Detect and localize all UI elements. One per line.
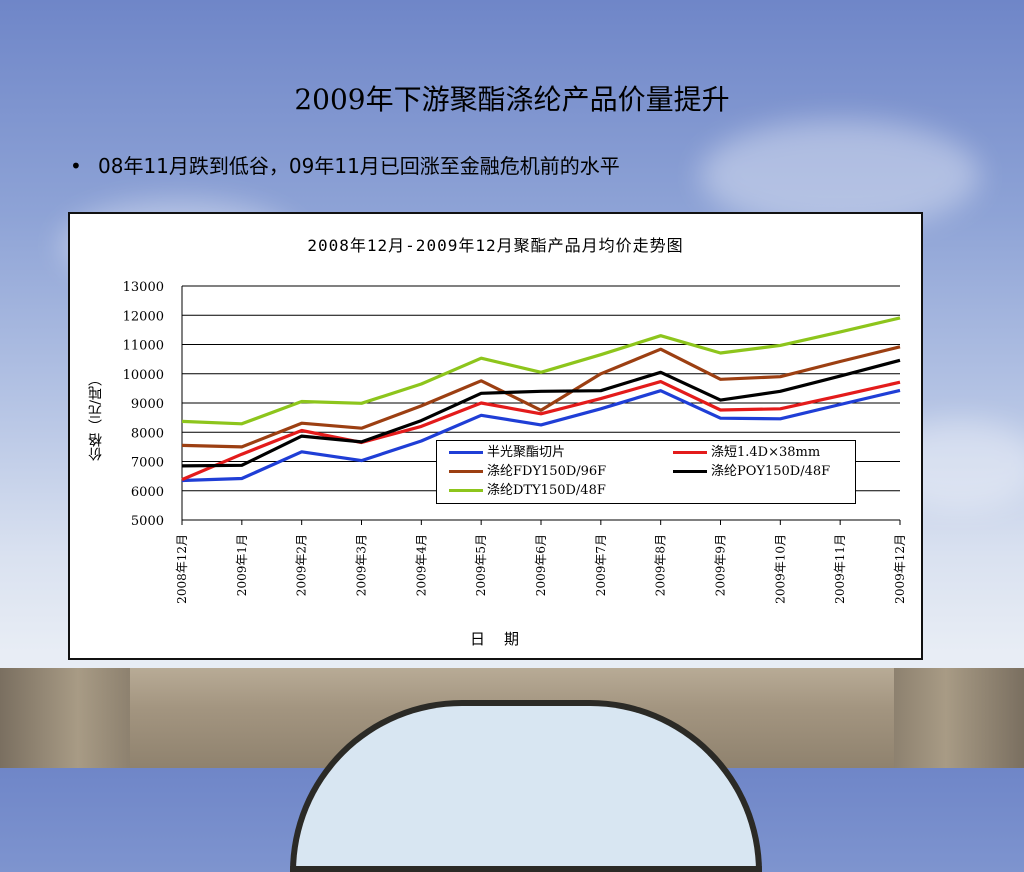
bullet-marker: • xyxy=(70,154,82,178)
bullet-text: 08年11月跌到低谷，09年11月已回涨至金融危机前的水平 xyxy=(98,154,620,178)
chart-legend: 半光聚酯切片 涤短1.4D×38mm 涤纶FDY150D/96F 涤纶POY150D/… xyxy=(436,440,856,504)
slide-title: 2009年下游聚酯涤纶产品价量提升 xyxy=(294,83,730,116)
legend-swatch xyxy=(673,451,707,454)
x-tick-label: 2008年12月 xyxy=(175,534,189,604)
y-tick-label: 5000 xyxy=(131,514,164,529)
bullet-item: • 08年11月跌到低谷，09年11月已回涨至金融危机前的水平 xyxy=(70,150,620,179)
series-line xyxy=(181,380,901,482)
y-tick-label: 9000 xyxy=(131,397,164,412)
y-tick-label: 12000 xyxy=(123,309,164,324)
legend-swatch xyxy=(449,470,483,473)
legend-entry: 涤纶FDY150D/96F xyxy=(449,462,606,482)
chart-container: 2008年12月-2009年12月聚酯产品月均价走势图 13000 12000 11… xyxy=(68,212,923,660)
legend-entry: 涤纶DTY150D/48F xyxy=(449,481,606,501)
x-tick-label: 2009年9月 xyxy=(714,534,728,596)
series-line xyxy=(181,316,901,426)
line-chart: 13000 12000 11000 10000 9000 8000 7000 6000 5000… xyxy=(123,280,907,604)
x-tick-label: 2009年10月 xyxy=(773,534,787,604)
x-tick-label: 2009年12月 xyxy=(893,534,907,604)
legend-label: 涤纶DTY150D/48F xyxy=(487,483,606,498)
x-tick-label: 2009年3月 xyxy=(355,534,369,596)
series-line xyxy=(181,358,901,468)
y-tick-label: 10000 xyxy=(123,368,164,383)
y-tick-label: 8000 xyxy=(131,426,164,441)
legend-label: 涤纶POY150D/48F xyxy=(711,464,831,479)
legend-swatch xyxy=(449,451,483,454)
legend-entry: 半光聚酯切片 xyxy=(449,443,565,463)
y-tick-label: 11000 xyxy=(123,339,164,354)
series-line xyxy=(181,345,901,449)
y-tick-label: 7000 xyxy=(131,456,164,471)
cloud-decoration xyxy=(700,120,980,230)
series-line xyxy=(181,388,901,483)
x-tick-label: 2009年6月 xyxy=(534,534,548,596)
legend-entry: 涤纶POY150D/48F xyxy=(673,462,830,482)
y-tick-label: 6000 xyxy=(131,485,164,500)
stone-pillar-left xyxy=(0,668,130,768)
x-tick-label: 2009年4月 xyxy=(414,534,428,596)
x-tick-label: 2009年1月 xyxy=(235,534,249,596)
legend-label: 半光聚酯切片 xyxy=(487,445,566,460)
y-tick-label: 13000 xyxy=(123,280,164,295)
legend-swatch xyxy=(673,470,707,473)
x-tick-label: 2009年7月 xyxy=(594,534,608,596)
legend-entry: 涤短1.4D×38mm xyxy=(673,443,820,463)
y-axis-label: 价格（元/吨） xyxy=(88,372,104,461)
x-tick-label: 2009年5月 xyxy=(474,534,488,596)
legend-label: 涤纶FDY150D/96F xyxy=(487,464,607,479)
chart-title: 2008年12月-2009年12月聚酯产品月均价走势图 xyxy=(307,236,684,255)
legend-swatch xyxy=(449,489,483,492)
x-tick-label: 2009年8月 xyxy=(654,534,668,596)
stone-pillar-right xyxy=(894,668,1024,768)
x-tick-label: 2009年2月 xyxy=(295,534,309,596)
legend-label: 涤短1.4D×38mm xyxy=(711,445,821,460)
x-axis-label: 日 期 xyxy=(469,630,521,648)
x-tick-label: 2009年11月 xyxy=(833,534,847,604)
